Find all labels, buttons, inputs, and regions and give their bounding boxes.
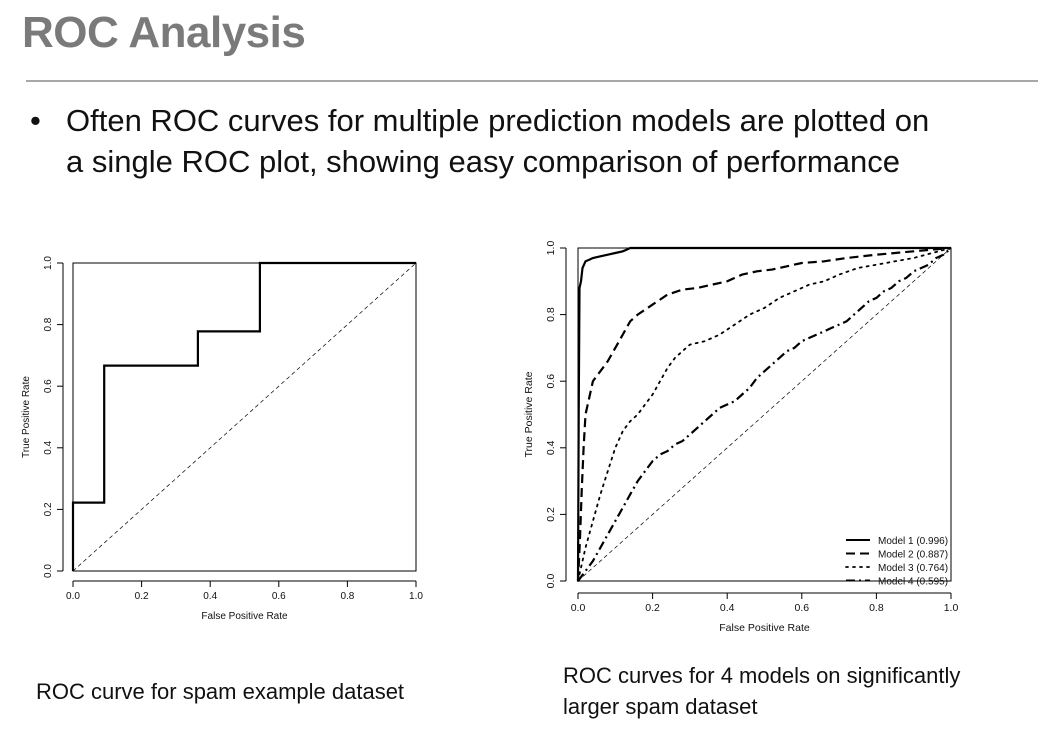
chart1-plot-frame — [72, 262, 417, 572]
slide-title: ROC Analysis — [22, 8, 306, 57]
chart2-x-tick-label: 0.2 — [645, 602, 660, 614]
chart2-y-tick-label: 0.0 — [545, 574, 557, 589]
chart2-y-tick-label: 0.4 — [545, 440, 557, 455]
chart2-reference-diagonal — [577, 247, 952, 582]
bullet-text: Often ROC curves for multiple prediction… — [66, 100, 1026, 182]
chart1-series-1 — [71, 261, 416, 571]
chart2-y-axis-label: True Positive Rate — [523, 371, 535, 457]
chart1-y-tick-label: 0.2 — [43, 502, 54, 516]
chart2-legend-label-3: Model 3 (0.764) — [878, 563, 948, 574]
chart2-legend-label-1: Model 1 (0.996) — [878, 536, 948, 547]
chart2-y-tick-label: 0.6 — [545, 374, 557, 389]
chart1-x-axis-label: False Positive Rate — [201, 611, 288, 622]
chart2-y-tick-label: 0.8 — [545, 307, 557, 322]
caption-left: ROC curve for spam example dataset — [36, 679, 405, 704]
chart1-y-tick-label: 0.8 — [43, 317, 54, 331]
chart2-x-tick-label: 0.8 — [869, 602, 884, 614]
bullet-line-2: a single ROC plot, showing easy comparis… — [66, 144, 900, 179]
chart2-x-axis-label: False Positive Rate — [719, 622, 810, 634]
title-divider — [26, 80, 1038, 82]
bullet-symbol: • — [30, 103, 41, 138]
chart2-y-tick-label: 0.2 — [545, 507, 557, 522]
chart1-x-tick-label: 0.4 — [203, 591, 217, 602]
caption-right-line-2: larger spam dataset — [563, 694, 758, 719]
chart1-y-tick-label: 1.0 — [43, 256, 54, 270]
chart2-series-3 — [577, 247, 952, 582]
chart2-series-4 — [577, 247, 952, 582]
chart2-series-1 — [576, 246, 951, 582]
bullet-line-1: Often ROC curves for multiple prediction… — [66, 103, 930, 138]
chart2-x-tick-label: 0.0 — [571, 602, 586, 614]
chart2-x-tick-label: 0.6 — [794, 602, 809, 614]
chart2-x-tick-label: 0.4 — [720, 602, 735, 614]
chart2-plot-frame — [577, 247, 952, 582]
chart2-legend-label-4: Model 4 (0.595) — [878, 577, 948, 588]
caption-right: ROC curves for 4 models on significantly… — [563, 660, 960, 722]
caption-right-line-1: ROC curves for 4 models on significantly — [563, 663, 961, 688]
chart1-x-tick-label: 1.0 — [409, 591, 423, 602]
chart2-y-tick-label: 1.0 — [545, 241, 557, 256]
chart1-x-tick-label: 0.0 — [66, 591, 80, 602]
chart1-y-tick-label: 0.0 — [43, 564, 54, 578]
chart1-y-tick-label: 0.6 — [43, 379, 54, 393]
chart2-x-tick-label: 1.0 — [944, 602, 959, 614]
chart1-y-tick-label: 0.4 — [43, 440, 54, 454]
chart1-x-tick-label: 0.6 — [272, 591, 286, 602]
chart1-x-tick-label: 0.2 — [135, 591, 149, 602]
chart1-y-axis-label: True Positive Rate — [21, 376, 32, 458]
chart2-series-2 — [576, 246, 952, 582]
chart1-x-tick-label: 0.8 — [340, 591, 354, 602]
chart2-legend-label-2: Model 2 (0.887) — [878, 550, 948, 561]
